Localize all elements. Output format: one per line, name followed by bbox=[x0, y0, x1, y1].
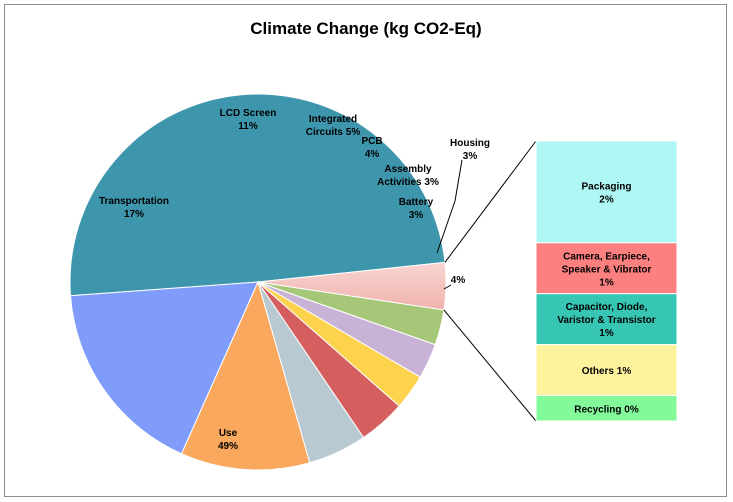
label-breakout-slice: 4% bbox=[451, 275, 466, 286]
breakout-label-others: Others 1% bbox=[582, 366, 632, 377]
breakout-connector-bottom bbox=[443, 309, 537, 422]
breakout-label-capacitor-diode-varistor-transistor: Capacitor, Diode, Varistor & Transistor 1% bbox=[557, 302, 655, 339]
label-assembly-activities: Assembly Activities 3% bbox=[377, 164, 439, 188]
breakout-bar-camera-earpiece-speaker-vibrator bbox=[535, 242, 678, 295]
breakout-connector-top bbox=[444, 140, 537, 263]
breakout-bar-packaging bbox=[535, 140, 678, 244]
breakout-label-camera-earpiece-speaker-vibrator: Camera, Earpiece, Speaker & Vibrator 1% bbox=[562, 251, 652, 288]
breakout-label-recycling: Recycling 0% bbox=[574, 404, 639, 415]
label-housing: Housing 3% bbox=[450, 138, 490, 162]
label-use: Use 49% bbox=[218, 428, 238, 452]
label-lcd-screen: LCD Screen 11% bbox=[220, 108, 277, 132]
leader-housing bbox=[436, 159, 463, 254]
slice-transportation bbox=[69, 281, 259, 455]
pie-slices bbox=[69, 93, 447, 471]
slice-lcd-screen bbox=[180, 280, 311, 471]
breakout-stack: Packaging 2% Camera, Earpiece, Speaker & Vi… bbox=[535, 140, 678, 422]
label-pcb: PCB 4% bbox=[361, 136, 382, 160]
label-transportation: Transportation 17% bbox=[99, 196, 169, 220]
label-integrated-circuits: Integrated Circuits 5% bbox=[306, 114, 361, 138]
breakout-bar-capacitor-diode-varistor-transistor bbox=[535, 293, 678, 346]
breakout-label-packaging: Packaging 2% bbox=[581, 181, 631, 205]
breakout-bar-recycling bbox=[535, 395, 678, 422]
connector-lines bbox=[436, 140, 537, 422]
slice-use bbox=[69, 93, 446, 297]
chart-title: Climate Change (kg CO2-Eq) bbox=[250, 19, 481, 38]
slice-labels: Use 49% Transportation 17% LCD Screen 11% Inte… bbox=[99, 108, 490, 452]
leader-breakout-slice bbox=[443, 284, 452, 290]
label-battery: Battery 3% bbox=[399, 197, 434, 221]
